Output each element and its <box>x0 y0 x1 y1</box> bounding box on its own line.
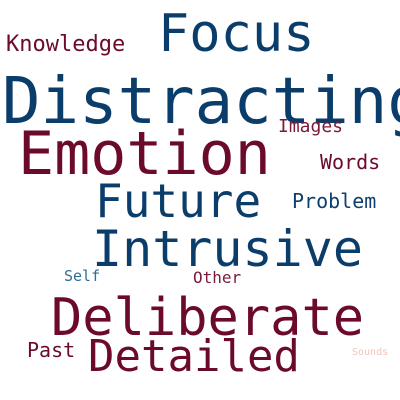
word-focus: Focus <box>158 4 315 64</box>
word-deliberate: Deliberate <box>51 288 365 348</box>
word-images: Images <box>278 116 344 137</box>
word-future: Future <box>95 174 262 228</box>
word-knowledge: Knowledge <box>6 32 126 57</box>
word-detailed: Detailed <box>88 331 300 382</box>
word-sounds: Sounds <box>352 347 389 358</box>
word-other: Other <box>193 268 242 287</box>
word-emotion: Emotion <box>18 119 271 189</box>
word-words: Words <box>320 150 381 174</box>
word-intrusive: Intrusive <box>92 220 363 278</box>
word-problem: Problem <box>292 189 377 213</box>
word-past: Past <box>27 338 76 362</box>
word-self: Self <box>64 267 101 285</box>
word-distracting: Distracting <box>2 65 400 139</box>
